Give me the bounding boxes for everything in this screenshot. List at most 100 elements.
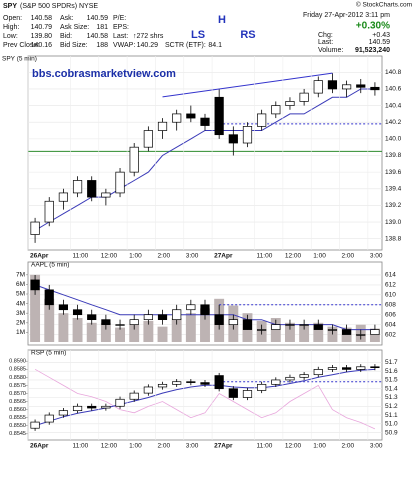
- candle-body: [242, 319, 253, 330]
- x-tick-label: 3:00: [370, 443, 383, 450]
- description: (S&P 500 SPDRs) NYSE: [20, 3, 98, 10]
- x-tick-label: 3:00: [370, 253, 383, 260]
- ratio-line: [34, 368, 376, 430]
- y-tick-label: 0.8550: [9, 423, 26, 429]
- candle-body: [271, 105, 281, 115]
- y-tick-label: 3M: [16, 310, 25, 317]
- x-tick-label: 2:00: [342, 253, 355, 260]
- candle-body: [129, 319, 139, 325]
- y-tick-label: 0.8585: [9, 367, 26, 373]
- panel-title: SPY (5 min): [2, 56, 37, 63]
- x-tick-label: 27Apr: [214, 253, 233, 260]
- candle-body: [214, 375, 224, 390]
- y-tick-label: 51.0: [385, 421, 398, 428]
- candle-body: [30, 421, 40, 429]
- candle-body: [257, 383, 267, 391]
- y-tick-label: 0.8590: [9, 359, 26, 365]
- y-tick-label: 139.8: [385, 152, 402, 159]
- x-tick-label: 1:00: [313, 253, 326, 260]
- y-tick-label: 5M: [16, 291, 25, 298]
- y-tick-label: 51.3: [385, 394, 398, 401]
- change-pct: +0.30%: [356, 21, 390, 32]
- candle-body: [327, 329, 338, 331]
- y-tick-label: 51.6: [385, 368, 398, 375]
- field-label: Volume:: [318, 47, 343, 54]
- source: © StockCharts.com: [356, 1, 412, 9]
- candle-body: [200, 304, 210, 316]
- pattern-label: H: [218, 14, 226, 26]
- field-label: Open:: [3, 15, 22, 22]
- candle-body: [186, 113, 196, 119]
- candle-body: [228, 388, 238, 398]
- y-tick-label: 6M: [16, 281, 25, 288]
- field-label: Low:: [3, 33, 18, 40]
- y-tick-label: 138.8: [385, 235, 402, 242]
- candle-body: [172, 309, 182, 321]
- y-tick-label: 140.4: [385, 102, 402, 109]
- y-tick-label: 140.8: [385, 69, 402, 76]
- field-label: Prev Close:: [3, 42, 39, 49]
- y-tick-label: 614: [385, 272, 396, 279]
- candle-body: [72, 405, 83, 412]
- x-tick-label: 12:00: [101, 253, 118, 260]
- y-tick-label: 0.8575: [9, 383, 26, 389]
- x-tick-label: 27Apr: [214, 443, 233, 450]
- candle-body: [313, 369, 323, 376]
- candle-body: [129, 146, 139, 173]
- x-tick-label: 26Apr: [30, 253, 49, 260]
- candle-body: [157, 121, 168, 131]
- y-tick-label: 612: [385, 282, 396, 289]
- y-tick-label: 0.8560: [9, 407, 26, 413]
- candle-body: [186, 304, 196, 311]
- field-label: Bid:: [60, 33, 72, 40]
- field-label: Chg:: [318, 32, 333, 39]
- field-value: ↑272 shrs: [133, 33, 164, 40]
- panel-title: AAPL (5 min): [31, 262, 69, 269]
- field-value: 140.58: [31, 15, 53, 22]
- candle-body: [356, 334, 366, 336]
- y-tick-label: 0.8545: [9, 431, 26, 437]
- field-value: 91,523,240: [355, 47, 390, 54]
- candle-body: [299, 374, 309, 378]
- x-tick-label: 26Apr: [30, 443, 49, 450]
- field-label: Ask Size:: [60, 24, 89, 31]
- candle-body: [115, 171, 125, 194]
- candle-body: [271, 379, 281, 385]
- y-tick-label: 4M: [16, 300, 25, 307]
- field-value: 140.29: [137, 42, 159, 49]
- candle-body: [58, 410, 68, 416]
- y-tick-label: 0.8570: [9, 391, 26, 397]
- volume-bar: [285, 322, 295, 342]
- candle-body: [257, 113, 267, 127]
- candle-body: [101, 192, 111, 198]
- candle-body: [58, 304, 68, 311]
- candle-body: [44, 200, 54, 223]
- candle-body: [257, 329, 267, 331]
- y-tick-label: 51.1: [385, 412, 398, 419]
- volume-bar: [129, 324, 140, 342]
- field-label: EPS:: [113, 24, 129, 31]
- candle-body: [115, 398, 125, 407]
- y-tick-label: 7M: [16, 272, 25, 279]
- candle-body: [228, 319, 238, 325]
- volume-bar: [157, 326, 168, 342]
- field-label: VWAP:: [113, 42, 135, 49]
- volume-bar: [369, 328, 380, 342]
- y-tick-label: 0.8580: [9, 375, 26, 381]
- candle-body: [87, 314, 97, 321]
- y-tick-label: 0.8565: [9, 399, 26, 405]
- field-value: +0.43: [372, 32, 390, 39]
- field-value: 139.80: [31, 33, 53, 40]
- candle-body: [313, 80, 323, 94]
- y-tick-label: 604: [385, 321, 396, 328]
- candle-body: [327, 80, 338, 90]
- pattern-label: LS: [191, 29, 205, 41]
- candle-body: [44, 289, 54, 306]
- panel-frame: [27, 349, 383, 441]
- field-label: SCTR (ETF):: [165, 42, 206, 49]
- datetime: Friday 27-Apr-2012 3:11 pm: [303, 12, 390, 19]
- candle-body: [101, 405, 111, 409]
- symbol: SPY: [3, 3, 17, 10]
- candle-body: [285, 101, 295, 106]
- field-value: 140.59: [369, 39, 391, 46]
